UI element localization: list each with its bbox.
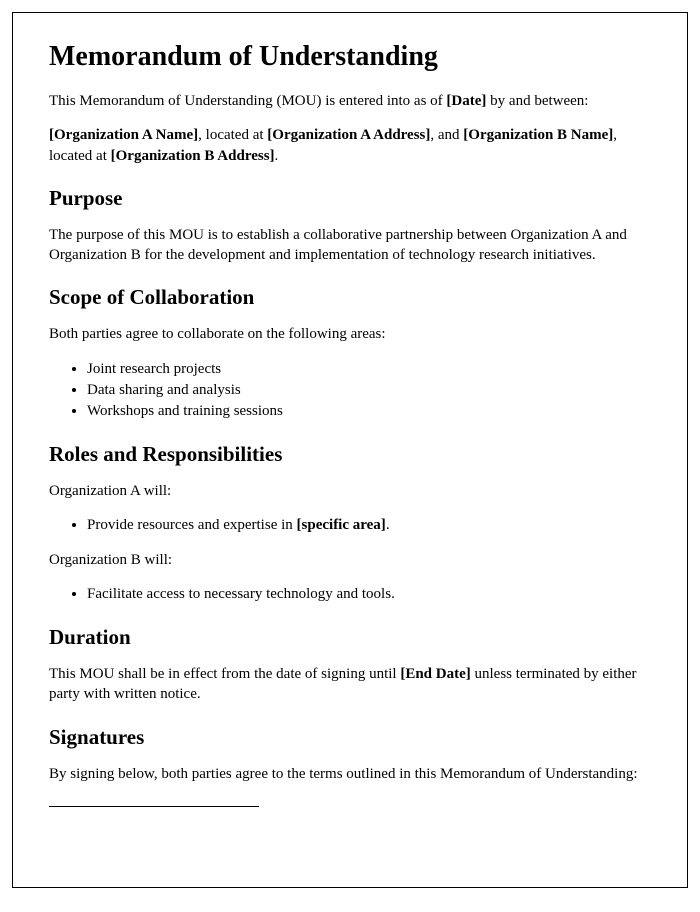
parties-end: . <box>275 148 279 164</box>
roles-orga-intro: Organization A will: <box>49 481 651 501</box>
intro-prefix: This Memorandum of Understanding (MOU) i… <box>49 93 446 109</box>
duration-paragraph: This MOU shall be in effect from the dat… <box>49 664 651 705</box>
loc-a: , located at <box>198 127 267 143</box>
scope-list: Joint research projects Data sharing and… <box>87 359 651 422</box>
list-item: Joint research projects <box>87 359 651 380</box>
list-item: Provide resources and expertise in [spec… <box>87 515 651 536</box>
list-item: Data sharing and analysis <box>87 380 651 401</box>
signature-line <box>49 806 259 807</box>
intro-date: [Date] <box>446 93 486 109</box>
list-item: Workshops and training sessions <box>87 401 651 422</box>
scope-heading: Scope of Collaboration <box>49 285 651 310</box>
org-b-name: [Organization B Name] <box>463 127 613 143</box>
org-a-name: [Organization A Name] <box>49 127 198 143</box>
signatures-heading: Signatures <box>49 725 651 750</box>
intro-suffix: by and between: <box>486 93 588 109</box>
signatures-text: By signing below, both parties agree to … <box>49 764 651 784</box>
roles-orga-list: Provide resources and expertise in [spec… <box>87 515 651 536</box>
list-item: Facilitate access to necessary technolog… <box>87 584 651 605</box>
scope-intro: Both parties agree to collaborate on the… <box>49 324 651 344</box>
roles-orgb-list: Facilitate access to necessary technolog… <box>87 584 651 605</box>
roles-heading: Roles and Responsibilities <box>49 442 651 467</box>
orga-item-prefix: Provide resources and expertise in <box>87 517 297 533</box>
duration-heading: Duration <box>49 625 651 650</box>
purpose-heading: Purpose <box>49 186 651 211</box>
purpose-text: The purpose of this MOU is to establish … <box>49 225 651 266</box>
document-title: Memorandum of Understanding <box>49 41 651 73</box>
document-page: Memorandum of Understanding This Memoran… <box>12 12 688 888</box>
parties-paragraph: [Organization A Name], located at [Organ… <box>49 125 651 166</box>
org-b-addr: [Organization B Address] <box>111 148 275 164</box>
duration-prefix: This MOU shall be in effect from the dat… <box>49 666 400 682</box>
duration-end-date: [End Date] <box>400 666 470 682</box>
orga-item-bold: [specific area] <box>297 517 386 533</box>
orga-item-suffix: . <box>386 517 390 533</box>
org-a-addr: [Organization A Address] <box>267 127 430 143</box>
roles-orgb-intro: Organization B will: <box>49 550 651 570</box>
intro-paragraph: This Memorandum of Understanding (MOU) i… <box>49 91 651 111</box>
parties-and: , and <box>430 127 463 143</box>
